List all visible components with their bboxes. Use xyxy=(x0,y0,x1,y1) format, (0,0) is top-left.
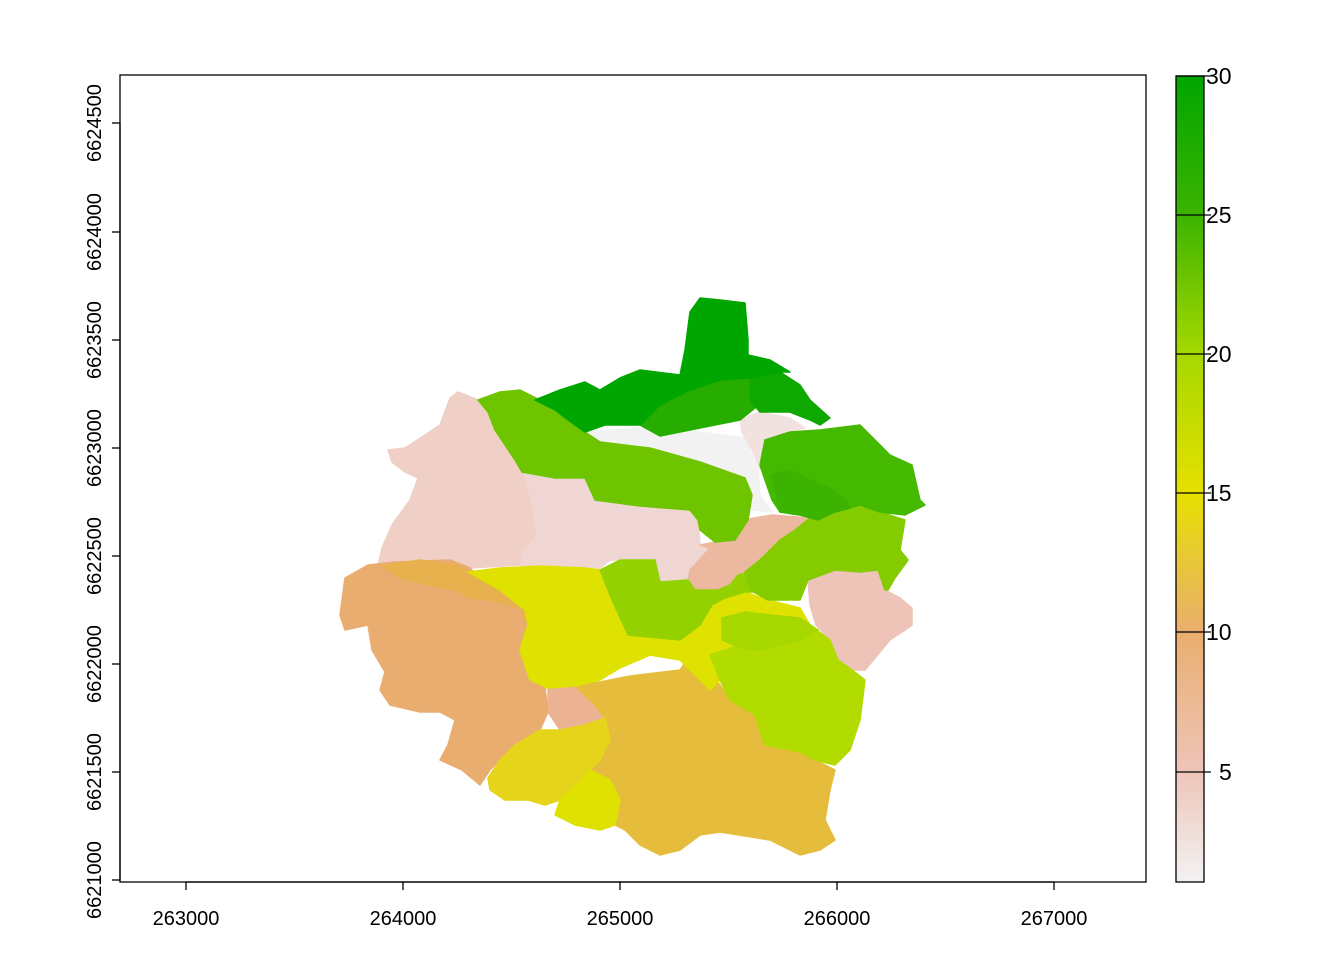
x-tick-label: 264000 xyxy=(370,908,437,930)
y-tick-label: 6622000 xyxy=(84,625,106,703)
subbasin-zone xyxy=(744,504,909,601)
y-axis: 6621000 6621500 6622000 6622500 6623000 … xyxy=(84,84,121,919)
subbasin-zone xyxy=(721,611,819,651)
x-tick: 263000 xyxy=(153,882,220,930)
subbasin-zone xyxy=(554,769,621,831)
y-tick: 6623000 xyxy=(84,409,120,487)
legend-frame xyxy=(1175,75,1205,883)
subbasin-zone xyxy=(487,717,611,806)
y-tick-label: 6624000 xyxy=(84,193,106,271)
legend-tick-label: 20 xyxy=(1206,341,1232,367)
legend-tick: 5 xyxy=(1176,759,1232,785)
legend-tick: 15 xyxy=(1176,480,1232,506)
y-tick: 6621000 xyxy=(84,841,120,919)
legend-color-bar xyxy=(1176,76,1204,882)
legend-tick-label: 25 xyxy=(1206,202,1232,228)
y-tick-label: 6623500 xyxy=(84,301,106,379)
y-tick: 6624000 xyxy=(84,193,120,271)
x-tick-label: 263000 xyxy=(153,908,220,930)
color-legend: 5 10 15 20 25 30 xyxy=(1175,63,1232,883)
y-tick: 6624500 xyxy=(84,84,120,162)
x-tick-label: 266000 xyxy=(804,908,871,930)
subbasin-zone xyxy=(381,559,529,626)
x-axis: 263000 264000 265000 266000 267000 xyxy=(153,881,1088,930)
x-tick: 267000 xyxy=(1021,882,1088,930)
x-tick: 266000 xyxy=(804,882,871,930)
legend-tick-label: 10 xyxy=(1206,619,1232,645)
y-tick: 6622000 xyxy=(84,625,120,703)
y-tick-label: 6622500 xyxy=(84,517,106,595)
y-tick-label: 6621000 xyxy=(84,841,106,919)
y-tick: 6622500 xyxy=(84,517,120,595)
legend-tick: 20 xyxy=(1176,341,1232,367)
x-tick: 264000 xyxy=(370,882,437,930)
legend-tick-label: 5 xyxy=(1219,759,1232,785)
y-tick: 6621500 xyxy=(84,733,120,811)
subbasin-zone xyxy=(771,469,851,521)
legend-tick: 25 xyxy=(1176,202,1232,228)
y-tick-label: 6623000 xyxy=(84,409,106,487)
y-tick-label: 6624500 xyxy=(84,84,106,162)
y-tick: 6623500 xyxy=(84,301,120,379)
subbasin-zone xyxy=(749,371,831,426)
y-tick-label: 6621500 xyxy=(84,733,106,811)
legend-tick-label: 15 xyxy=(1206,480,1232,506)
x-tick-label: 265000 xyxy=(587,908,654,930)
x-tick-label: 267000 xyxy=(1021,908,1088,930)
legend-tick: 10 xyxy=(1176,619,1232,645)
catchment-map xyxy=(339,297,926,856)
subbasin-zone xyxy=(534,297,791,433)
legend-tick-label: 30 xyxy=(1206,63,1232,89)
x-tick: 265000 xyxy=(587,882,654,930)
